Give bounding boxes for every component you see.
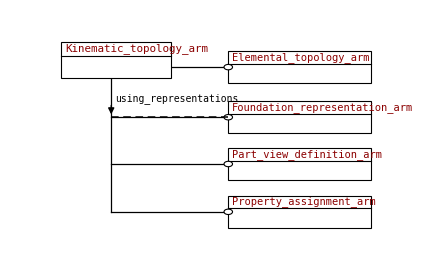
Bar bbox=[228, 101, 371, 133]
Text: Foundation_representation_arm: Foundation_representation_arm bbox=[232, 102, 413, 113]
Circle shape bbox=[224, 114, 233, 120]
Bar bbox=[228, 148, 371, 180]
Text: Part_view_definition_arm: Part_view_definition_arm bbox=[232, 149, 382, 160]
Bar bbox=[61, 42, 171, 78]
Circle shape bbox=[224, 209, 233, 215]
Text: using_representations: using_representations bbox=[115, 93, 239, 104]
Bar bbox=[228, 51, 371, 83]
Text: Property_assignment_arm: Property_assignment_arm bbox=[232, 197, 376, 208]
Bar bbox=[228, 195, 371, 228]
Circle shape bbox=[224, 161, 233, 167]
Text: Kinematic_topology_arm: Kinematic_topology_arm bbox=[65, 43, 208, 54]
Text: Elemental_topology_arm: Elemental_topology_arm bbox=[232, 52, 370, 63]
Circle shape bbox=[224, 65, 233, 70]
